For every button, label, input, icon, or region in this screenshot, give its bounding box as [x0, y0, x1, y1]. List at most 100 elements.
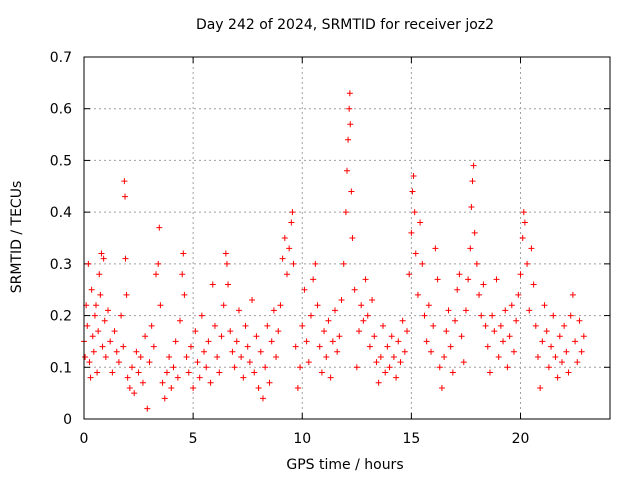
- data-point: [139, 379, 146, 386]
- data-point: [364, 312, 371, 319]
- data-point: [526, 307, 533, 314]
- data-point: [517, 271, 524, 278]
- data-point: [347, 121, 354, 128]
- data-point: [397, 359, 404, 366]
- data-point: [336, 333, 343, 340]
- data-point: [203, 364, 210, 371]
- data-point: [214, 353, 221, 360]
- data-point: [327, 374, 334, 381]
- data-point: [286, 245, 293, 252]
- data-point: [351, 286, 358, 293]
- data-point: [543, 328, 550, 335]
- data-point: [259, 395, 266, 402]
- data-point: [318, 369, 325, 376]
- data-point: [445, 307, 452, 314]
- data-point: [223, 260, 230, 267]
- data-point: [349, 235, 356, 241]
- chart-title: Day 242 of 2024, SRMTID for receiver joz…: [195, 17, 495, 33]
- data-point: [89, 333, 96, 340]
- data-point: [530, 281, 537, 288]
- data-point: [113, 348, 120, 355]
- data-point: [534, 353, 541, 360]
- data-point: [312, 260, 319, 267]
- data-point: [325, 317, 332, 324]
- data-point: [528, 245, 535, 252]
- data-point: [290, 260, 297, 267]
- data-point: [360, 317, 367, 324]
- data-point: [541, 302, 548, 309]
- data-point: [310, 276, 317, 283]
- data-point: [144, 405, 151, 412]
- data-point: [556, 333, 563, 340]
- data-point: [126, 384, 133, 391]
- data-point: [375, 379, 382, 386]
- data-point: [120, 343, 127, 350]
- data-point: [161, 395, 168, 402]
- data-point: [380, 322, 387, 329]
- x-tick-label: 5: [189, 431, 198, 447]
- grid-lines: [84, 57, 610, 419]
- data-point: [135, 369, 142, 376]
- data-point: [476, 291, 483, 298]
- data-point: [196, 374, 203, 381]
- data-point: [257, 348, 264, 355]
- y-tick-label: 0.7: [50, 50, 72, 66]
- data-point: [521, 219, 528, 226]
- data-point: [124, 374, 131, 381]
- data-point: [430, 322, 437, 329]
- data-point: [401, 348, 408, 355]
- data-point: [301, 286, 308, 293]
- data-point: [532, 322, 539, 329]
- data-point: [537, 384, 544, 391]
- data-point: [432, 245, 439, 252]
- data-point: [411, 209, 418, 216]
- data-point: [358, 302, 365, 309]
- data-point: [268, 338, 275, 345]
- x-tick-label: 15: [402, 431, 420, 447]
- x-tick-label: 20: [512, 431, 530, 447]
- data-point: [148, 322, 155, 329]
- data-point: [348, 188, 355, 195]
- data-point: [471, 229, 478, 236]
- data-point: [107, 338, 114, 345]
- data-point: [179, 271, 186, 278]
- data-point: [242, 322, 249, 329]
- data-point: [111, 328, 118, 335]
- data-point: [137, 353, 144, 360]
- data-point: [218, 333, 225, 340]
- data-point: [438, 384, 445, 391]
- data-point: [187, 343, 194, 350]
- data-point: [283, 271, 290, 278]
- data-point: [421, 312, 428, 319]
- data-point: [377, 353, 384, 360]
- data-point: [118, 312, 125, 319]
- data-point: [251, 369, 258, 376]
- x-tick-label: 0: [80, 431, 89, 447]
- data-point: [270, 307, 277, 314]
- data-point: [382, 369, 389, 376]
- data-point: [264, 322, 271, 329]
- data-point: [428, 348, 435, 355]
- data-point: [569, 291, 576, 298]
- data-point: [344, 167, 350, 174]
- data-point: [510, 348, 517, 355]
- data-point: [305, 359, 312, 366]
- data-point: [460, 359, 467, 366]
- data-point: [548, 343, 555, 350]
- data-point: [410, 172, 417, 179]
- data-point: [338, 297, 345, 304]
- data-point: [85, 260, 92, 267]
- data-point: [94, 369, 101, 376]
- data-point: [373, 359, 380, 366]
- data-point: [504, 364, 511, 371]
- data-point: [441, 353, 448, 360]
- data-point: [468, 203, 475, 210]
- data-point: [567, 312, 574, 319]
- data-point: [340, 260, 347, 267]
- data-point: [480, 281, 487, 288]
- data-point: [465, 276, 472, 283]
- tick-labels: 0 0.1 0.2 0.3 0.4 0.5 0.6 0.7 0 5 10 15 20: [50, 50, 530, 447]
- axis-ticks: [83, 56, 610, 420]
- data-point: [180, 250, 187, 257]
- plot-frame: [83, 56, 611, 420]
